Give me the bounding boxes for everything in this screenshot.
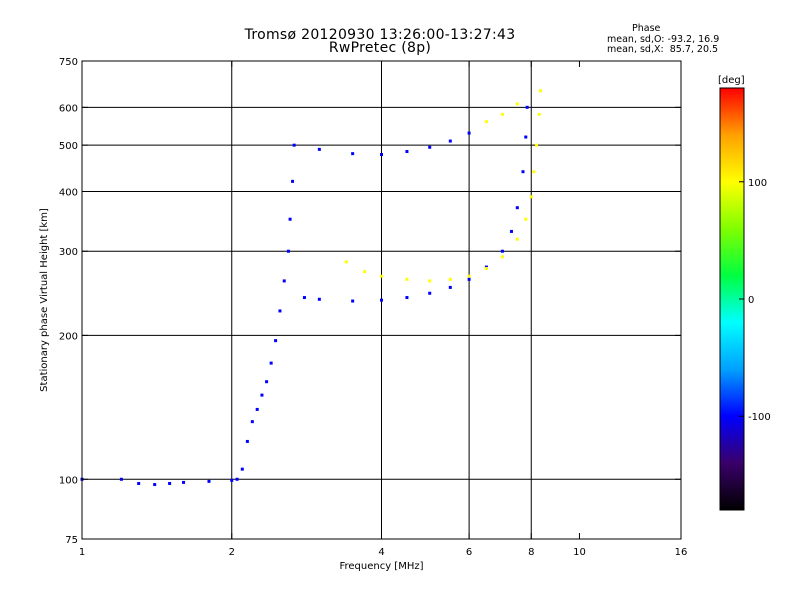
x-tick-label: 16 bbox=[675, 547, 688, 558]
data-point-x-mode bbox=[524, 217, 528, 221]
data-point-o-mode bbox=[288, 217, 292, 221]
data-point-o-mode bbox=[269, 361, 273, 365]
y-tick-label: 100 bbox=[59, 475, 78, 486]
data-point-o-mode bbox=[500, 249, 504, 253]
data-point-o-mode bbox=[317, 147, 321, 151]
data-point-o-mode bbox=[380, 153, 383, 157]
x-tick-label: 2 bbox=[229, 547, 235, 558]
data-point-x-mode bbox=[537, 112, 541, 116]
colorbar-tick-label: 0 bbox=[748, 295, 754, 306]
phase-o-stats: mean, sd,O: -93.2, 16.9 bbox=[607, 34, 720, 45]
axis-ticks: 1 2 4 6 8 10 16 75 100 200 300 400 500 600 750 bbox=[59, 57, 687, 558]
data-point-x-mode bbox=[428, 279, 432, 283]
data-point-o-mode bbox=[291, 179, 295, 183]
y-tick-label: 300 bbox=[59, 247, 78, 258]
data-point-o-mode bbox=[380, 298, 383, 302]
data-point-x-mode bbox=[405, 277, 409, 281]
chart-subtitle: RwPretec (8p) bbox=[328, 40, 432, 56]
y-tick-label: 600 bbox=[59, 103, 78, 114]
x-tick-label: 6 bbox=[466, 547, 472, 558]
data-point-o-mode bbox=[182, 480, 186, 484]
data-point-x-mode bbox=[363, 270, 367, 274]
colorbar-tick-label: 100 bbox=[748, 178, 767, 189]
y-tick-label: 500 bbox=[59, 141, 78, 152]
data-point-o-mode bbox=[137, 481, 141, 485]
data-point-x-mode bbox=[484, 267, 488, 271]
data-point-o-mode bbox=[282, 279, 286, 283]
data-point-x-mode bbox=[500, 255, 504, 259]
data-point-x-mode bbox=[535, 143, 539, 147]
x-tick-label: 10 bbox=[573, 547, 586, 558]
data-point-o-mode bbox=[153, 483, 157, 487]
data-point-o-mode bbox=[405, 296, 409, 300]
y-axis-label: Stationary phase Virtual Height [km] bbox=[39, 208, 50, 392]
scatter-points bbox=[80, 89, 543, 487]
data-point-x-mode bbox=[500, 112, 504, 116]
data-point-o-mode bbox=[467, 277, 471, 281]
data-point-o-mode bbox=[448, 285, 452, 289]
data-point-o-mode bbox=[317, 297, 321, 301]
data-point-o-mode bbox=[274, 339, 278, 343]
data-point-o-mode bbox=[521, 170, 525, 174]
phase-x-stats: mean, sd,X: 85.7, 20.5 bbox=[607, 44, 719, 55]
data-point-x-mode bbox=[539, 89, 543, 93]
y-tick-label: 400 bbox=[59, 187, 78, 198]
data-point-o-mode bbox=[230, 478, 234, 482]
data-point-o-mode bbox=[302, 296, 306, 300]
data-point-o-mode bbox=[245, 439, 249, 443]
data-point-o-mode bbox=[278, 309, 282, 313]
data-point-x-mode bbox=[380, 274, 383, 278]
data-point-o-mode bbox=[525, 105, 529, 109]
y-tick-label: 200 bbox=[59, 331, 78, 342]
x-tick-label: 8 bbox=[528, 547, 534, 558]
x-axis-label: Frequency [MHz] bbox=[339, 561, 423, 572]
x-tick-label: 1 bbox=[79, 547, 85, 558]
data-point-o-mode bbox=[351, 152, 355, 156]
data-point-o-mode bbox=[240, 467, 244, 471]
data-point-o-mode bbox=[235, 477, 239, 481]
colorbar-unit: [deg] bbox=[718, 75, 745, 86]
data-point-x-mode bbox=[467, 274, 471, 278]
data-point-o-mode bbox=[168, 481, 172, 485]
data-point-x-mode bbox=[448, 277, 452, 281]
data-point-o-mode bbox=[286, 249, 290, 253]
colorbar: [deg] 100 0 -100 bbox=[718, 75, 771, 511]
data-point-o-mode bbox=[255, 407, 259, 411]
data-point-o-mode bbox=[207, 479, 211, 483]
x-tick-label: 4 bbox=[378, 547, 384, 558]
data-point-o-mode bbox=[250, 420, 254, 424]
data-point-o-mode bbox=[260, 393, 264, 397]
data-point-o-mode bbox=[119, 477, 123, 481]
data-point-x-mode bbox=[529, 195, 533, 199]
data-point-o-mode bbox=[351, 299, 355, 303]
data-point-o-mode bbox=[467, 131, 471, 135]
phase-title: Phase bbox=[632, 23, 661, 34]
data-point-x-mode bbox=[344, 260, 348, 264]
colorbar-tick-label: -100 bbox=[748, 412, 771, 423]
data-point-o-mode bbox=[515, 206, 519, 210]
chart-title: Tromsø 20120930 13:26:00-13:27:43 bbox=[244, 27, 516, 43]
data-point-o-mode bbox=[405, 149, 409, 153]
data-point-o-mode bbox=[265, 380, 269, 384]
grid-layer bbox=[82, 61, 681, 539]
data-point-o-mode bbox=[428, 291, 432, 295]
data-point-o-mode bbox=[448, 139, 452, 143]
y-tick-label: 750 bbox=[59, 57, 78, 68]
data-point-o-mode bbox=[509, 229, 513, 233]
data-point-x-mode bbox=[515, 102, 519, 106]
data-point-o-mode bbox=[292, 143, 296, 147]
data-point-o-mode bbox=[428, 145, 432, 149]
data-point-x-mode bbox=[515, 237, 519, 241]
data-point-o-mode bbox=[524, 135, 528, 139]
y-tick-label: 75 bbox=[65, 535, 78, 546]
data-point-x-mode bbox=[532, 170, 536, 174]
data-point-x-mode bbox=[484, 120, 488, 124]
